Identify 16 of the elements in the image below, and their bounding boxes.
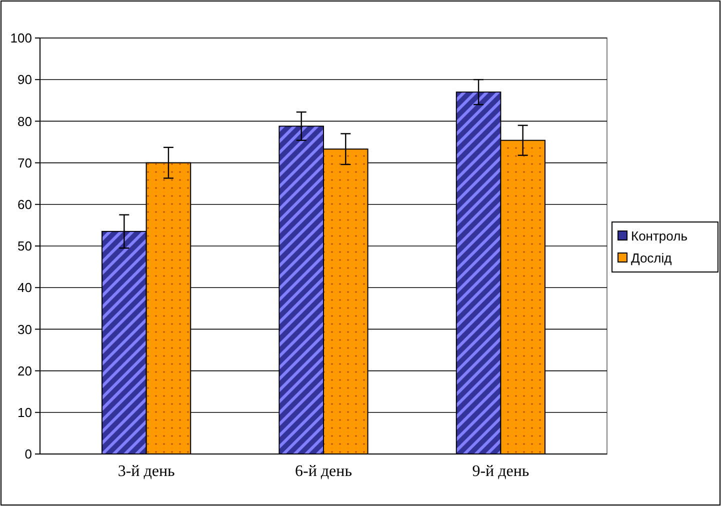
y-tick-label: 20 — [18, 363, 32, 378]
legend-label: Дослід — [631, 250, 672, 266]
y-tick-label: 70 — [18, 155, 32, 170]
y-tick-label: 60 — [18, 196, 32, 212]
y-tick-label: 30 — [18, 322, 32, 337]
y-tick-label: 90 — [18, 72, 32, 88]
x-tick-label: 9-й день — [472, 463, 530, 480]
y-tick-label: 10 — [18, 404, 32, 420]
x-tick-label: 3-й день — [118, 463, 175, 480]
legend-label: Контроль — [631, 228, 688, 244]
y-tick-label: 50 — [18, 238, 32, 254]
y-tick-label: 100 — [10, 30, 32, 46]
x-tick-label: 6-й день — [295, 463, 352, 480]
y-tick-label: 80 — [18, 114, 32, 129]
y-tick-label: 40 — [18, 280, 32, 296]
y-tick-label: 0 — [24, 446, 32, 462]
